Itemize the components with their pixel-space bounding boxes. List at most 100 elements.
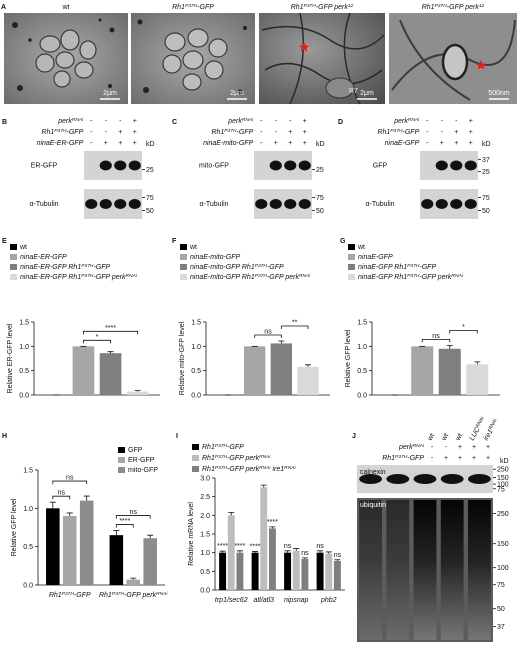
- significance-label: ****: [119, 518, 130, 525]
- blot-band: [298, 160, 311, 171]
- text-segment: wt: [357, 244, 365, 251]
- legend-swatch: [348, 274, 355, 280]
- superscript: P37H: [255, 273, 268, 279]
- superscript: P37H: [395, 454, 408, 460]
- text-segment: Rh1: [382, 455, 395, 462]
- significance-label: ns: [334, 552, 342, 559]
- scale-bar-label: 2μm: [103, 90, 117, 97]
- legend-label: wt: [357, 244, 365, 251]
- y-tick-label: 0.0: [19, 393, 29, 400]
- y-tick-label: 1.0: [357, 344, 367, 351]
- bar: [244, 346, 266, 395]
- bar: [143, 538, 157, 585]
- y-tick-label: 1.5: [19, 320, 29, 327]
- marker-label: 75: [497, 582, 505, 589]
- blot-label: calnexin: [360, 469, 386, 476]
- row-label: ninaE-mito-GFP: [203, 140, 254, 147]
- error-bar: [446, 344, 453, 349]
- y-tick-label: 0.0: [191, 393, 201, 400]
- blot-smear: [413, 500, 437, 640]
- sign: -: [445, 444, 448, 451]
- text-segment: Rh1: [172, 4, 185, 11]
- superscript: RNAi: [487, 417, 498, 431]
- error-bar: [269, 526, 276, 529]
- image-label: Rh1P37H-GFP: [172, 3, 214, 12]
- legend-label: ninaE-GFP: [358, 254, 393, 261]
- legend-swatch: [10, 244, 17, 250]
- blot-band: [114, 160, 127, 171]
- significance-bracket: [52, 495, 71, 500]
- sign: +: [486, 444, 490, 451]
- sign: -: [441, 118, 444, 125]
- text-segment: ninaE-mito-GFP: [203, 140, 254, 147]
- marker-label: 250: [497, 511, 509, 518]
- text-segment: -GFP: [74, 592, 91, 599]
- marker-label: 25: [482, 169, 490, 176]
- significance-bracket: [254, 334, 282, 338]
- text-segment: -GFP: [67, 129, 84, 136]
- significance-bracket: [449, 329, 478, 334]
- panel-letter: J: [352, 433, 356, 440]
- sign: +: [469, 118, 473, 125]
- bar: [333, 560, 341, 590]
- blot-band: [464, 199, 477, 209]
- significance-label: ns: [284, 543, 292, 550]
- error-bar: [301, 557, 308, 560]
- sign: +: [454, 140, 458, 147]
- blot-band: [284, 199, 297, 209]
- scale-bar-label: 500nm: [488, 90, 510, 97]
- panel-letter: C: [172, 119, 177, 126]
- sign: +: [472, 444, 476, 451]
- blot-label: ER-GFP: [31, 163, 58, 170]
- legend-label: ninaE-ER-GFP: [20, 254, 67, 261]
- significance-label: ns: [432, 333, 440, 340]
- legend-label: ER-GFP: [128, 457, 155, 464]
- blot-band: [435, 199, 448, 209]
- legend-swatch: [10, 254, 17, 260]
- bar: [438, 348, 461, 395]
- bar: [62, 516, 77, 585]
- marker-label: 37: [482, 157, 490, 164]
- text-segment: -GFP: [267, 264, 284, 271]
- sign: -: [90, 129, 93, 136]
- blot-label: mito-GFP: [199, 163, 229, 170]
- y-tick-label: 0.5: [23, 544, 33, 551]
- row-label: perkRNAi: [57, 117, 84, 126]
- text-segment: -GFP perk: [227, 466, 260, 473]
- row-label: Rh1P37H-GFP: [377, 128, 419, 137]
- sign: -: [260, 129, 263, 136]
- superscript: RNAi: [125, 273, 137, 279]
- significance-label: ****: [267, 519, 278, 526]
- text-segment: ire1: [483, 428, 495, 442]
- column-label: wt: [440, 432, 450, 442]
- marker-label: 25: [146, 167, 154, 174]
- y-tick-label: 1.0: [19, 344, 29, 351]
- sign: +: [274, 140, 278, 147]
- error-bar: [304, 364, 311, 367]
- text-segment: LUC: [469, 426, 483, 442]
- sign: -: [90, 118, 93, 125]
- text-segment: Rh1: [49, 592, 62, 599]
- text-segment: -GFP perk: [267, 274, 300, 281]
- legend-label: wt: [189, 244, 197, 251]
- panel-letter: A: [1, 4, 6, 11]
- error-bar: [147, 534, 154, 539]
- marker-label: 37: [497, 624, 505, 631]
- superscript: RNAi: [72, 117, 84, 123]
- blot-label: ubiquitin: [360, 502, 386, 509]
- blot-band: [386, 474, 410, 484]
- y-tick-label: 1.5: [191, 320, 201, 327]
- text-segment: -GFP perk: [316, 4, 349, 11]
- legend-swatch: [118, 457, 125, 463]
- text-segment: -GFP perk: [447, 4, 480, 11]
- legend-label: GFP: [128, 447, 143, 454]
- marker-label: 50: [482, 208, 490, 215]
- blot-band: [255, 199, 268, 209]
- sign: +: [472, 455, 476, 462]
- legend-swatch: [118, 447, 125, 453]
- bar: [292, 550, 300, 590]
- image-label: Rh1P37H-GFP perk12: [422, 3, 485, 12]
- sign: -: [431, 455, 434, 462]
- unit-label: kD: [146, 141, 155, 148]
- sign: +: [288, 140, 292, 147]
